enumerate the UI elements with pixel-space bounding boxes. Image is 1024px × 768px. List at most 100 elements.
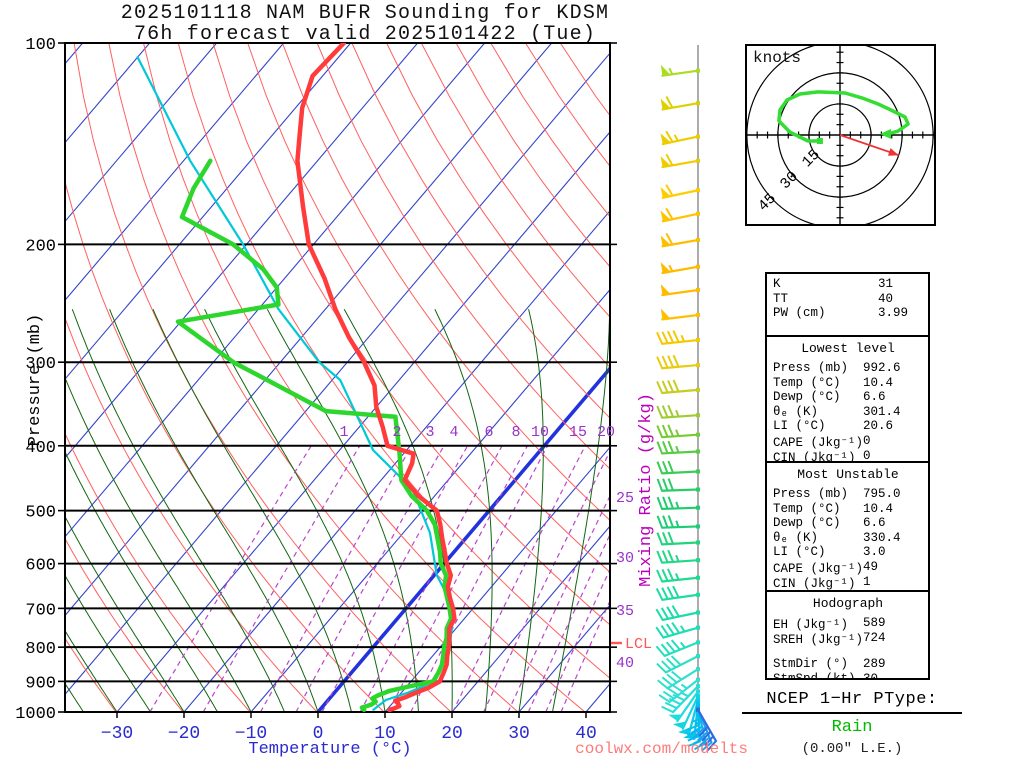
wind-barb	[656, 531, 700, 546]
ptype-value: Rain	[831, 718, 873, 737]
pressure-axis-label: Pressure (mb)	[26, 313, 45, 447]
wind-barb	[660, 64, 700, 77]
stats-section-heading: Most Unstable	[797, 467, 899, 482]
stat-row: TT 40	[773, 291, 894, 306]
plot-border	[64, 42, 611, 713]
mixing-ratio-axis-label: Mixing Ratio (g/kg)	[637, 393, 656, 587]
wind-barb	[655, 639, 700, 657]
wind-barb-column	[655, 45, 718, 752]
hodograph-trace	[777, 90, 910, 143]
stats-indices: K 31 TT 40 PW (cm) 3.99	[767, 274, 928, 335]
stat-row: CIN (Jkg⁻¹) 0	[773, 448, 871, 461]
stat-row: SREH (Jkg⁻¹) 724	[773, 630, 886, 647]
temperature-tick-label: 30	[508, 724, 530, 744]
pressure-tick-label: 700	[25, 601, 56, 620]
stat-row: Dewp (°C) 6.6	[773, 516, 886, 531]
hodograph-rings	[746, 45, 935, 225]
temperature-tick-label: 40	[575, 724, 597, 744]
skewt-background	[65, 43, 610, 712]
mixing-ratio-label: 8	[511, 424, 520, 441]
isotherm-lines	[65, 43, 610, 712]
temperature-trace	[295, 43, 457, 712]
stat-row: Temp (°C) 10.4	[773, 501, 894, 516]
pressure-tick-label: 900	[25, 674, 56, 693]
stat-row: Temp (°C) 10.4	[773, 375, 894, 390]
mixing-ratio-label: 20	[597, 424, 615, 441]
storm-motion-vector	[839, 134, 900, 157]
pressure-tick-label: 100	[25, 36, 56, 55]
pressure-tick-label: 400	[25, 439, 56, 458]
stat-row: LI (°C) 3.0	[773, 545, 886, 560]
mixing-ratio-label-right: 35	[616, 603, 634, 620]
mixing-ratio-label: 6	[484, 424, 493, 441]
wind-barb	[656, 440, 700, 455]
wind-barb	[660, 207, 700, 223]
wind-barb	[660, 184, 700, 199]
temperature-tick-label: −10	[235, 724, 267, 744]
stat-row: CAPE (Jkg⁻¹) 49	[773, 559, 879, 576]
watermark-link[interactable]: coolwx.com/modelts	[575, 740, 748, 758]
stat-row: StmSpd (kt)30	[773, 672, 923, 678]
storm-motion-arrowhead	[887, 148, 899, 156]
wind-barb	[656, 654, 700, 674]
wind-barb	[656, 496, 700, 511]
wind-barb	[660, 232, 700, 248]
mixing-ratio-label-right: 40	[616, 655, 634, 672]
wind-barb	[668, 689, 700, 723]
stat-row: CIN (Jkg⁻¹) 1	[773, 574, 871, 590]
lcl-marker: LCL	[611, 636, 652, 653]
pressure-tick-label: 800	[25, 640, 56, 659]
stats-section-heading: Lowest level	[801, 341, 895, 356]
mixing-ratio-label-right: 25	[616, 490, 634, 507]
wind-barb	[656, 330, 700, 345]
stat-row: Press (mb) 992.6	[773, 361, 901, 375]
mixing-ratio-label: 1	[339, 424, 348, 441]
wind-barb	[656, 568, 700, 583]
page-title: 2025101118 NAM BUFR Sounding for KDSM 76…	[40, 3, 690, 45]
pressure-tick-label: 500	[25, 504, 56, 523]
wind-barb	[656, 549, 700, 564]
temperature-tick-label: 20	[441, 724, 463, 744]
pressure-tick-label: 600	[25, 557, 56, 576]
mixing-ratio-labels: 1 2 3 4 6 8 10 15 20 25 30 35 40	[339, 424, 634, 672]
stat-row: PW (cm) 3.99	[773, 306, 909, 321]
stat-row: K 31	[773, 277, 894, 291]
title-line1: 2025101118 NAM BUFR Sounding for KDSM	[120, 2, 610, 25]
ptype-heading: NCEP 1−Hr PType:	[742, 690, 962, 714]
temperature-tick-label: −20	[168, 724, 200, 744]
stat-row: CAPE (Jkg⁻¹) 0	[773, 433, 871, 450]
wind-barb	[656, 460, 700, 475]
mixing-ratio-label-right: 30	[616, 550, 634, 567]
wind-barb	[660, 96, 700, 111]
hodograph-trace-arrowhead	[880, 128, 892, 139]
wind-barb	[660, 130, 700, 146]
stat-row: Press (mb) 795.0	[773, 487, 901, 501]
pressure-tick-label: 1000	[15, 705, 56, 724]
wind-barb	[696, 707, 718, 752]
stat-row: θₑ (K) 301.4	[773, 404, 901, 419]
dry-adiabat-lines	[65, 43, 610, 712]
wind-barb	[656, 404, 700, 419]
sounding-traces	[136, 43, 457, 712]
wind-barb	[660, 262, 700, 275]
stats-section-most-unstable: Most Unstable Press (mb) 795.0 Temp (°C) 10.…	[767, 461, 928, 590]
wind-barb	[655, 585, 700, 601]
hodograph-units-label: knots	[753, 49, 802, 67]
ptype-liquid-equivalent: (0.00" L.E.)	[801, 741, 903, 757]
stats-section-heading: Hodograph	[812, 596, 884, 611]
mixing-ratio-label: 3	[425, 424, 434, 441]
dewpoint-trace	[175, 158, 454, 712]
temperature-tick-label: 0	[313, 724, 324, 744]
wind-barb	[656, 515, 700, 529]
wind-barb	[660, 153, 700, 169]
wind-barb	[656, 379, 700, 395]
wind-barb	[658, 677, 700, 704]
pressure-tick-label: 300	[25, 355, 56, 374]
stats-section-lowest-level: Lowest level Press (mb) 992.6 Temp (°C) 10.4…	[767, 335, 928, 461]
stat-row: LI (°C) 20.6	[773, 419, 894, 434]
wind-barb	[656, 354, 700, 370]
temperature-tick-label: −30	[101, 724, 133, 744]
temperature-tick-label: 10	[374, 724, 396, 744]
